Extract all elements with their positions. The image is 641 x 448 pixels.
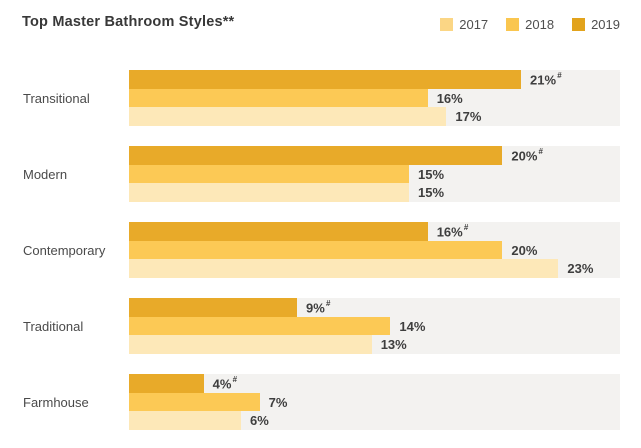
- bar-track: 9%# 14% 13%: [129, 298, 620, 355]
- legend-label: 2019: [591, 17, 620, 32]
- chart-header: Top Master Bathroom Styles** 2017 2018 2…: [0, 0, 641, 32]
- bar-2019: [129, 146, 503, 165]
- footnote-marker: #: [232, 374, 237, 384]
- category-label: Traditional: [23, 318, 84, 334]
- bar-track: 4%# 7% 6%: [129, 374, 620, 431]
- bar-row-2019: 9%#: [129, 298, 620, 317]
- bar-row-2017: 13%: [129, 335, 620, 355]
- value-label: 23%: [567, 261, 594, 277]
- bar-row-2018: 20%: [129, 240, 620, 260]
- chart-group: Modern 20%# 15% 15%: [0, 146, 641, 203]
- bar-2018: [129, 316, 391, 336]
- bar-row-2018: 14%: [129, 316, 620, 336]
- bar-2017: [129, 259, 559, 279]
- value-label: 16%: [436, 90, 463, 106]
- bar-row-2017: 17%: [129, 107, 620, 127]
- category-label: Contemporary: [23, 242, 106, 258]
- value-label: 7%: [268, 394, 288, 410]
- legend-swatch-2019: [572, 18, 586, 31]
- bar-2018: [129, 240, 503, 260]
- bar-2019: [129, 222, 428, 241]
- legend-label: 2018: [525, 17, 555, 32]
- bar-row-2017: 6%: [129, 411, 620, 431]
- chart-group: Farmhouse 4%# 7% 6%: [0, 374, 641, 431]
- legend-item-2017: 2017: [440, 17, 488, 32]
- value-label: 15%: [418, 166, 445, 182]
- value-label: 6%: [250, 413, 269, 429]
- bar-2018: [129, 392, 260, 412]
- footnote-marker: #: [557, 70, 562, 80]
- chart-title: Top Master Bathroom Styles**: [22, 14, 235, 30]
- bar-row-2017: 15%: [129, 183, 620, 203]
- value-label: 4%#: [212, 374, 237, 391]
- bar-2017: [129, 411, 241, 431]
- value-label: 21%#: [530, 70, 562, 87]
- category-label: Farmhouse: [23, 394, 89, 410]
- bar-2017: [129, 107, 447, 127]
- value-label: 20%: [511, 242, 538, 258]
- bar-row-2018: 16%: [129, 88, 620, 108]
- bar-2019: [129, 298, 298, 317]
- value-label: 20%#: [511, 146, 543, 163]
- bar-2019: [129, 70, 522, 89]
- footnote-marker: #: [325, 298, 331, 308]
- bar-track: 20%# 15% 15%: [129, 146, 620, 203]
- legend-swatch-2018: [506, 18, 520, 31]
- value-label: 17%: [455, 109, 482, 125]
- bar-2019: [129, 374, 204, 393]
- legend-item-2018: 2018: [506, 17, 554, 32]
- chart-group: Transitional 21%# 16% 17%: [0, 70, 641, 127]
- bar-row-2019: 20%#: [129, 146, 620, 165]
- bar-row-2019: 4%#: [129, 374, 620, 393]
- value-label: 15%: [418, 185, 445, 201]
- bar-2017: [129, 335, 372, 355]
- bar-row-2019: 16%#: [129, 222, 620, 241]
- footnote-marker: #: [463, 222, 469, 232]
- legend-label: 2017: [459, 17, 489, 32]
- chart-group: Contemporary 16%# 20% 23%: [0, 222, 641, 279]
- chart-group: Traditional 9%# 14% 13%: [0, 298, 641, 355]
- legend-swatch-2017: [440, 18, 454, 31]
- bar-2017: [129, 183, 410, 203]
- footnote-marker: #: [538, 146, 543, 156]
- category-label: Transitional: [23, 90, 90, 106]
- value-label: 16%#: [436, 222, 469, 239]
- value-label: 13%: [380, 337, 407, 353]
- bar-track: 16%# 20% 23%: [129, 222, 620, 279]
- bar-row-2018: 7%: [129, 392, 620, 412]
- bar-chart: Transitional 21%# 16% 17% Modern 20%# 15% 15% Co…: [0, 70, 641, 448]
- bar-track: 21%# 16% 17%: [129, 70, 620, 127]
- value-label: 14%: [399, 318, 426, 334]
- value-label: 9%#: [306, 298, 331, 315]
- bar-2018: [129, 164, 410, 184]
- bar-2018: [129, 88, 428, 108]
- bar-row-2019: 21%#: [129, 70, 620, 89]
- legend: 2017 2018 2019: [440, 17, 620, 32]
- bar-row-2017: 23%: [129, 259, 620, 279]
- legend-item-2019: 2019: [572, 17, 620, 32]
- category-label: Modern: [23, 166, 68, 182]
- bar-row-2018: 15%: [129, 164, 620, 184]
